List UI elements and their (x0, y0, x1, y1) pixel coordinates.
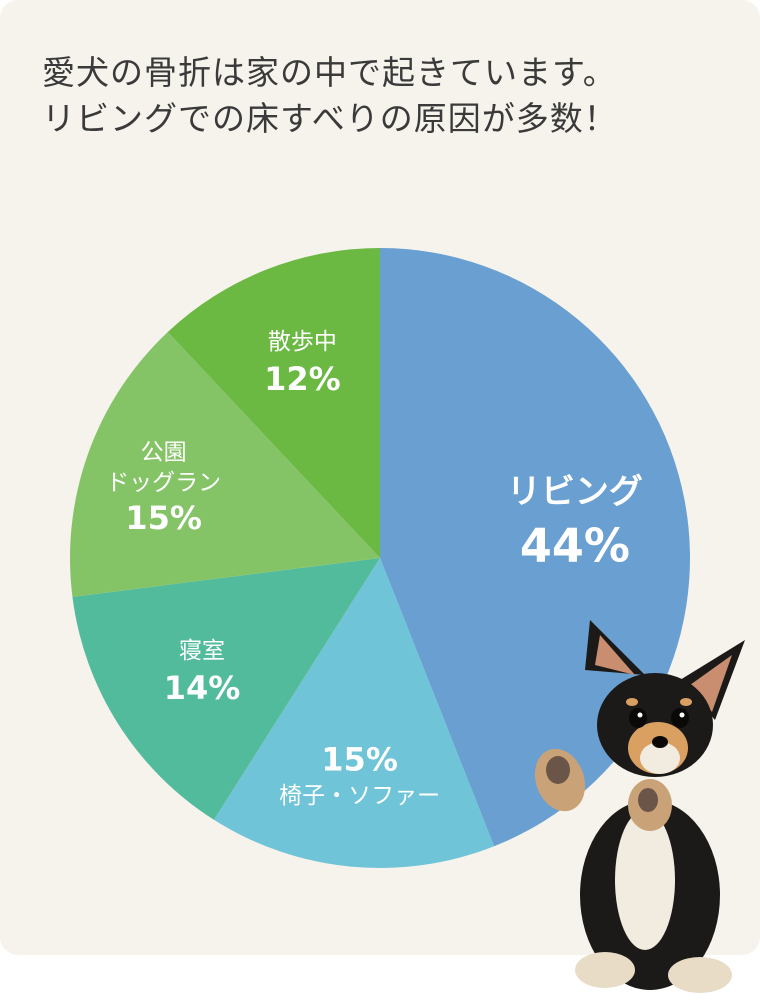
pie-slice (69, 332, 380, 597)
slice-value-label: 12% (264, 360, 341, 398)
slice-name-label: 寝室 (179, 638, 225, 664)
slice-value-label: 15% (321, 741, 398, 779)
title-line-1: 愛犬の骨折は家の中で起きています。 (42, 53, 617, 92)
pie-slice (72, 558, 380, 820)
chart-title: 愛犬の骨折は家の中で起きています。 リビングでの床すべりの原因が多数！ (42, 50, 732, 142)
slice-name-label: 椅子・ソファー (279, 783, 440, 809)
pie-slice (167, 248, 380, 558)
slice-name-label: 散歩中 (268, 329, 337, 355)
slice-name-label: ドッグラン (106, 470, 221, 496)
slice-name-label: リビング (507, 472, 643, 512)
slice-name-label: 公園 (141, 439, 187, 465)
slice-value-label: 14% (164, 669, 241, 707)
chihuahua-image (534, 620, 745, 993)
slice-value-label: 15% (125, 499, 202, 537)
pie-slice (213, 558, 495, 868)
slice-value-label: 44% (520, 518, 630, 572)
title-line-2: リビングでの床すべりの原因が多数！ (42, 99, 618, 138)
